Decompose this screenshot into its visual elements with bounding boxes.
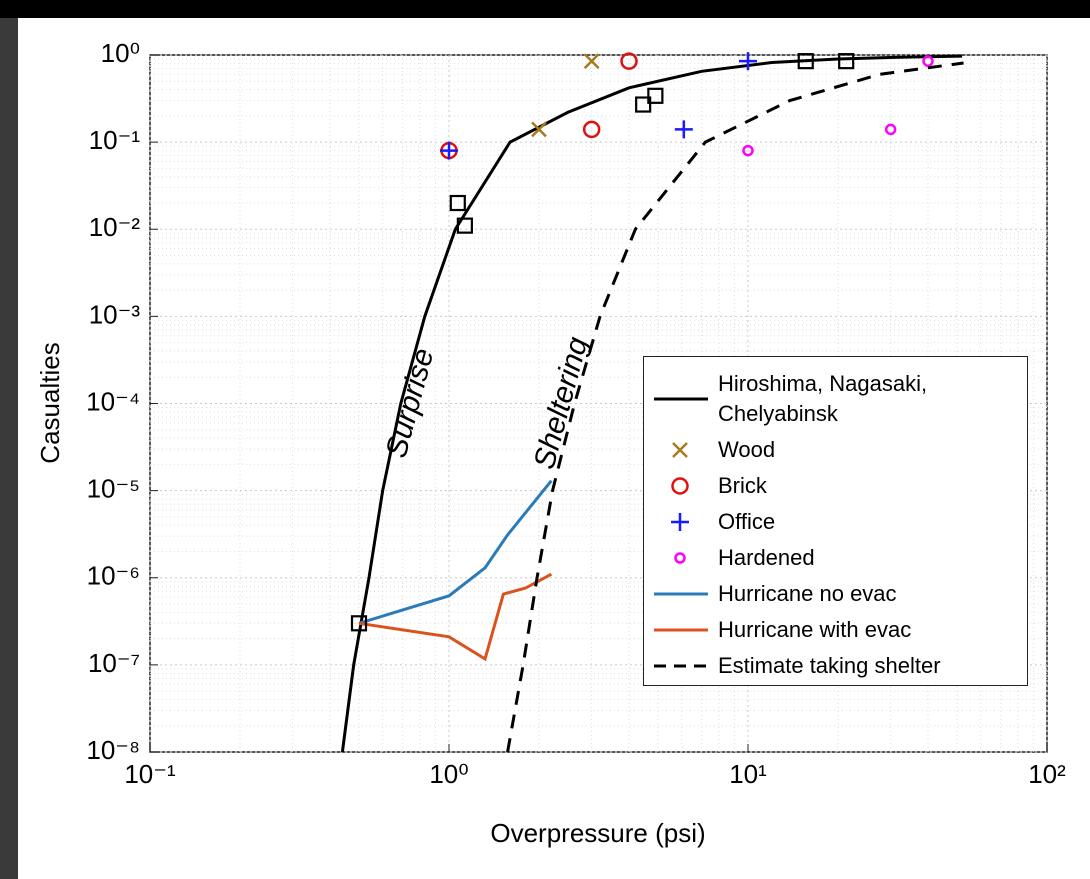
marker-circle [620, 52, 638, 70]
marker-x [583, 53, 600, 70]
marker-plus [674, 120, 693, 139]
marker-circle [742, 144, 754, 157]
marker-plus [739, 52, 757, 71]
legend-key [671, 513, 689, 531]
y-tick-label: 10⁻⁷ [88, 648, 140, 678]
x-tick-label: 10⁰ [429, 759, 468, 789]
legend-label: Brick [718, 473, 767, 498]
marker-circle [582, 120, 601, 139]
y-tick-label: 10⁻⁸ [86, 735, 140, 765]
legend-label: Hiroshima, Nagasaki, Chelyabinsk [718, 371, 928, 426]
marker-x [531, 121, 547, 138]
x-tick-label: 10⁻¹ [124, 759, 176, 789]
marker-plus [671, 513, 689, 531]
legend-entry: Estimate taking shelter [650, 651, 1021, 681]
legend-entry: Office [650, 507, 1021, 537]
marker-circle [671, 477, 689, 495]
marker-circle [674, 552, 686, 564]
legend-label: Hurricane with evac [718, 617, 912, 642]
marker-circle [884, 123, 897, 136]
legend-label: Hardened [718, 545, 815, 570]
legend-key [654, 664, 708, 668]
y-tick-label: 10⁻¹ [89, 125, 141, 155]
series-line [340, 54, 963, 753]
legend-key [674, 552, 686, 564]
legend-key [672, 442, 688, 458]
x-tick-label: 10² [1028, 759, 1066, 789]
y-tick-label: 10⁻⁶ [87, 561, 140, 591]
legend-entry: Wood [650, 435, 1021, 465]
legend-label: Wood [718, 437, 776, 462]
x-tick-label: 10¹ [729, 759, 767, 789]
y-tick-label: 10⁻³ [89, 299, 141, 329]
legend-entry: Hardened [650, 543, 1021, 573]
series-line [358, 479, 553, 625]
y-axis-label: Casualties [35, 342, 65, 463]
y-tick-label: 10⁻² [89, 212, 141, 242]
legend-entry: Hurricane no evac [650, 579, 1021, 609]
legend-key [654, 592, 708, 596]
y-tick-label: 10⁰ [101, 38, 140, 68]
legend-label: Office [718, 509, 776, 534]
marker-square [647, 87, 664, 104]
marker-square [449, 194, 466, 212]
left-strip [0, 18, 18, 879]
x-axis-label: Overpressure (psi) [490, 818, 705, 848]
y-tick-label: 10⁻⁴ [86, 386, 140, 416]
legend-label: Estimate taking shelter [718, 653, 941, 678]
series-line [506, 61, 964, 753]
marker-square [350, 615, 368, 632]
legend-entry: Brick [650, 471, 1021, 501]
legend-entry: Hurricane with evac [650, 615, 1021, 645]
series-line [358, 572, 553, 662]
marker-circle [922, 55, 934, 67]
marker-square [838, 53, 855, 70]
legend-label: Hurricane no evac [718, 581, 897, 606]
legend-entry: Hiroshima, Nagasaki, Chelyabinsk [650, 369, 1021, 429]
legend-key [671, 477, 689, 495]
marker-square [797, 53, 814, 70]
legend-key [654, 628, 708, 632]
legend: Hiroshima, Nagasaki, Chelyabinsk Wood Bric… [643, 356, 1028, 686]
marker-square [456, 217, 473, 234]
y-tick-label: 10⁻⁵ [87, 474, 140, 504]
legend-key [654, 397, 708, 401]
marker-plus [440, 141, 458, 160]
marker-square [635, 96, 652, 113]
marker-x [672, 442, 688, 458]
